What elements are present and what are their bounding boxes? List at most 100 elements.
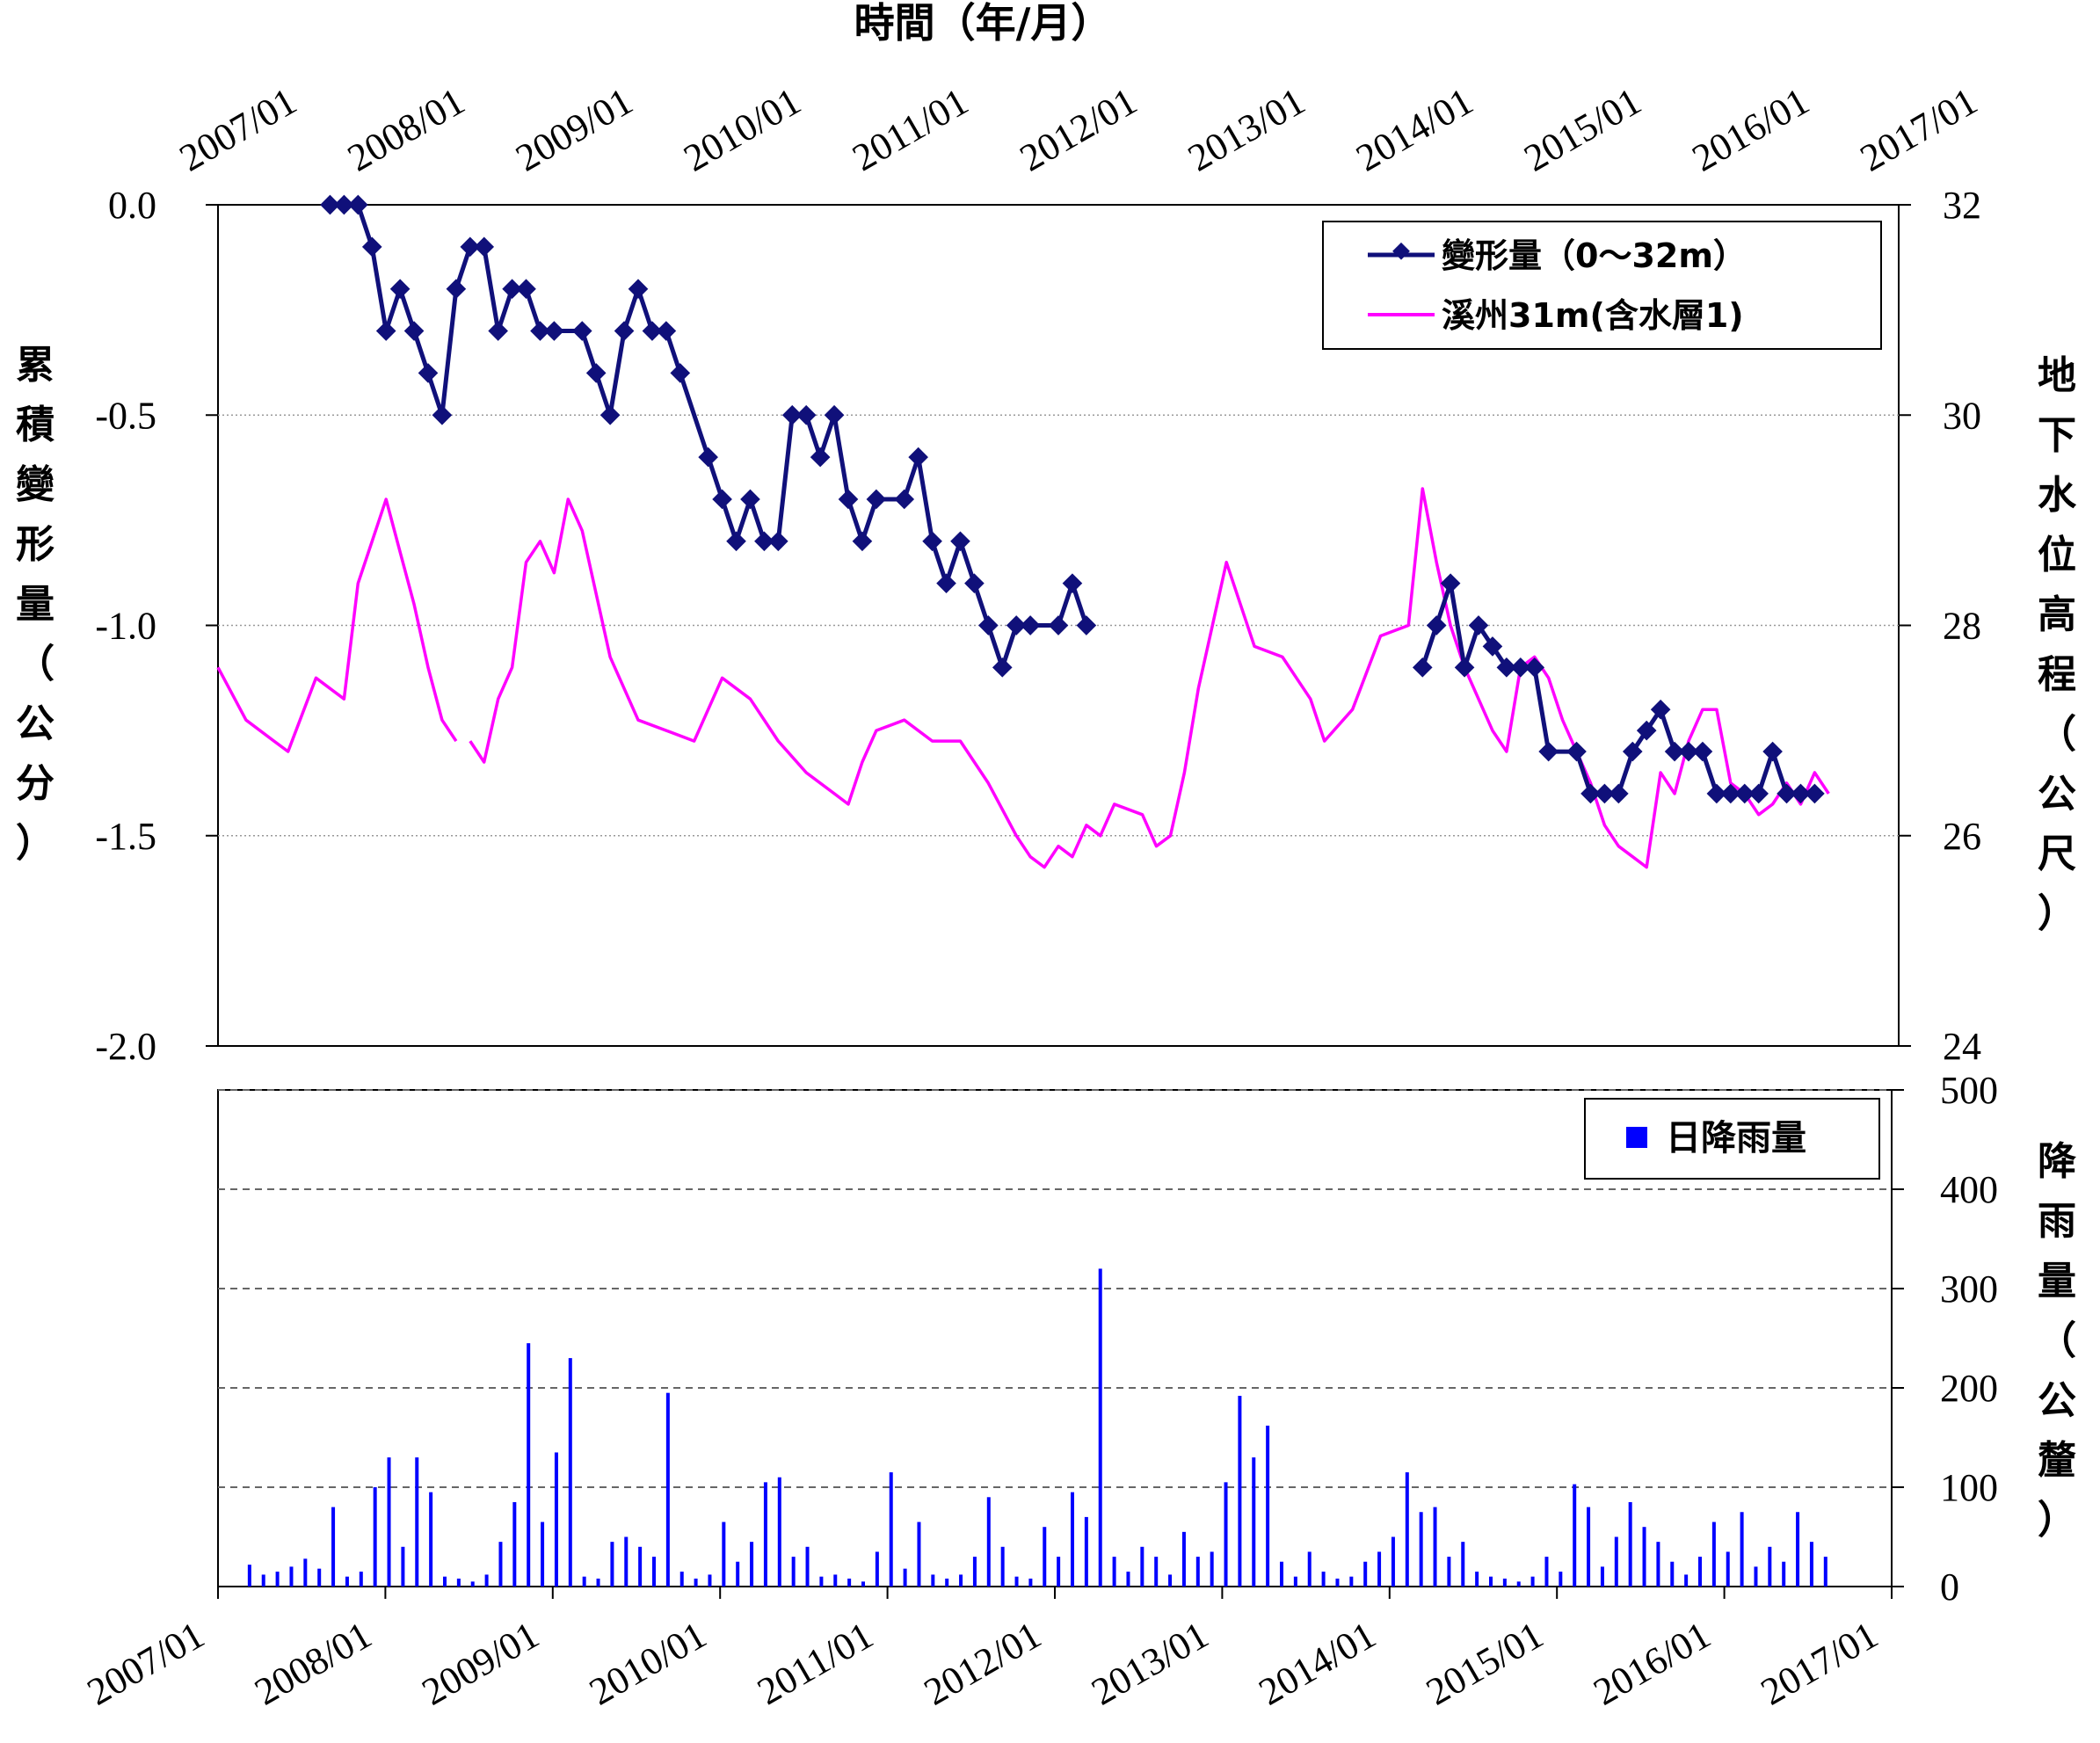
deformation-point [516, 279, 536, 300]
rainfall-bar [527, 1343, 531, 1587]
rainfall-bar [805, 1546, 810, 1587]
rainfall-bar [1028, 1578, 1033, 1587]
rainfall-bar [819, 1576, 824, 1587]
upper-right-axis-label-char: 下 [2038, 413, 2076, 458]
rainfall-bar [1796, 1512, 1800, 1587]
upper-left-tick-label: -1.5 [95, 815, 156, 858]
rainfall-bar [401, 1546, 405, 1587]
rainfall-bar [456, 1578, 461, 1587]
deformation-point [1805, 783, 1825, 804]
rainfall-bar [1573, 1484, 1577, 1587]
upper-legend-box [1322, 221, 1882, 350]
deformation-point [936, 573, 956, 593]
rainfall-bar [1600, 1566, 1604, 1587]
rainfall-bar [791, 1557, 796, 1587]
rainfall-bar [1043, 1527, 1047, 1587]
deformation-point [992, 657, 1013, 678]
lower-right-tick-label: 0 [1940, 1565, 1959, 1609]
upper-top-tick-label: 2016/01 [1685, 79, 1816, 180]
rainfall-bar [638, 1546, 643, 1587]
lower-bottom-tick-label: 2007/01 [80, 1613, 211, 1714]
rainfall-bar [694, 1578, 698, 1587]
rainfall-bars [247, 1268, 1828, 1587]
rainfall-bar [903, 1568, 907, 1587]
rainfall-bar [1642, 1527, 1646, 1587]
upper-right-tick-label: 28 [1943, 605, 1981, 648]
deformation-point [1664, 741, 1685, 762]
lower-bottom-tick-label: 2009/01 [415, 1613, 546, 1714]
deformation-point [1496, 657, 1517, 678]
upper-left-axis-label-char: 公 [16, 701, 54, 746]
rainfall-bar [1071, 1492, 1074, 1587]
deformation-line [330, 202, 1089, 670]
lower-right-axis-label-char: ） [2038, 1498, 2076, 1543]
upper-right-axis-label-char: （ [2038, 712, 2076, 757]
upper-top-tick-label: 2012/01 [1013, 79, 1144, 180]
upper-left-axis: 0.0 -0.5 -1.0 -1.5 -2.0 [95, 184, 218, 1068]
deformation-point [698, 447, 718, 468]
deformation-point [1524, 657, 1545, 678]
rainfall-bar [624, 1536, 629, 1587]
rainfall-bar [833, 1574, 838, 1587]
rainfall-bar [1000, 1546, 1005, 1587]
rainfall-bar [443, 1576, 447, 1587]
rainfall-bar [373, 1487, 377, 1587]
lower-bottom-axis: 2007/01 2008/01 2009/01 2010/01 2011/01 2012/… [80, 1587, 1893, 1714]
deformation-point [614, 321, 635, 341]
rainfall-bar [415, 1457, 419, 1587]
upper-top-tick-label: 2011/01 [846, 80, 976, 180]
rainfall-bar [275, 1572, 280, 1587]
deformation-point [1791, 783, 1811, 804]
rainfall-bar [387, 1457, 391, 1587]
deformation-point [530, 321, 550, 341]
deformation-point [361, 236, 382, 258]
deformation-point [1595, 783, 1615, 804]
rainfall-bar [1084, 1516, 1088, 1587]
deformation-point [389, 279, 411, 300]
upper-top-tick-label: 2010/01 [677, 79, 808, 180]
lower-bottom-tick-label: 2016/01 [1587, 1613, 1718, 1714]
deformation-point [1734, 783, 1755, 804]
rainfall-bar [1823, 1557, 1828, 1587]
deformation-point [1454, 657, 1475, 678]
deformation-point [375, 321, 396, 341]
rainfall-bar [847, 1578, 852, 1587]
deformation-point [908, 447, 928, 468]
deformation-point [866, 489, 887, 510]
rainfall-bar [1530, 1576, 1535, 1587]
rainfall-bar [1252, 1457, 1256, 1587]
lower-right-axis-label-char: 量 [2038, 1259, 2076, 1304]
deformation-point [1468, 615, 1489, 635]
lower-bottom-tick-label: 2012/01 [917, 1613, 1048, 1714]
deformation-point [1566, 741, 1587, 762]
rainfall-bar [1405, 1472, 1409, 1587]
upper-left-axis-label-char: 形 [16, 522, 54, 567]
deformation-point [768, 531, 788, 552]
rainfall-bar [512, 1501, 517, 1587]
upper-left-axis-label-char: 分 [16, 761, 54, 806]
deformation-point [1006, 615, 1027, 635]
lower-right-tick-label: 200 [1940, 1367, 1998, 1410]
upper-right-tick-label: 30 [1943, 394, 1981, 437]
upper-left-axis-label-char: （ [16, 642, 54, 686]
upper-right-tick-label: 32 [1943, 184, 1981, 227]
deformation-point [1748, 783, 1769, 804]
rainfall-bar [359, 1572, 363, 1587]
deformation-point [1482, 636, 1503, 657]
lower-bottom-tick-label: 2011/01 [750, 1614, 880, 1714]
lower-right-axis-label-char: 雨 [2038, 1199, 2076, 1244]
rainfall-bar [945, 1578, 949, 1587]
lower-right-axis-label: 降雨量 （ 公釐 ） [2038, 1139, 2076, 1543]
rainfall-bar [1740, 1512, 1744, 1587]
deformation-point [544, 321, 564, 341]
deformation-point [964, 573, 985, 593]
rainfall-bar [1684, 1574, 1689, 1587]
rainfall-bar [1656, 1542, 1660, 1587]
upper-left-axis-label-char: 積 [16, 403, 54, 447]
deformation-point [628, 279, 649, 300]
rainfall-bar [1126, 1572, 1130, 1587]
rainfall-bar [1014, 1576, 1019, 1587]
lower-right-axis-label-char: 公 [2038, 1378, 2076, 1423]
rainfall-bar [1098, 1268, 1102, 1587]
